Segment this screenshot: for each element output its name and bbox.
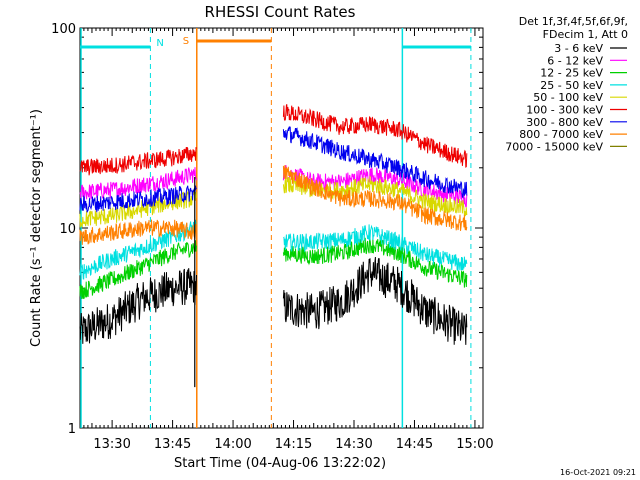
x-tick-label: 15:00 <box>456 437 493 452</box>
legend: Det 1f,3f,4f,5f,6f,9f,FDecim 1, Att 03 -… <box>505 15 628 153</box>
y-tick-label: 1 <box>68 422 76 437</box>
footer-timestamp: 16-Oct-2021 09:21 <box>560 468 636 477</box>
legend-header-line-1: Det 1f,3f,4f,5f,6f,9f, <box>519 15 628 28</box>
x-axis-title: Start Time (04-Aug-06 13:22:02) <box>174 456 386 471</box>
series-line-7-seg1 <box>79 185 197 213</box>
x-tick-label: 14:30 <box>335 437 372 452</box>
x-tick-label: 14:45 <box>396 437 433 452</box>
chart-title: RHESSI Count Rates <box>205 3 356 21</box>
series-line-8-seg2 <box>282 165 468 231</box>
y-tick-label: 100 <box>51 22 76 37</box>
x-tick-label: 13:45 <box>154 437 191 452</box>
legend-entry-label: 7000 - 15000 keV <box>505 140 603 153</box>
x-tick-label: 14:15 <box>275 437 312 452</box>
series-line-2-seg2 <box>282 165 468 208</box>
legend-entry-label: 100 - 300 keV <box>526 104 603 117</box>
legend-entry-label: 800 - 7000 keV <box>519 128 603 141</box>
series-line-6-seg1 <box>79 146 197 176</box>
legend-entry-label: 25 - 50 keV <box>540 79 603 92</box>
legend-entry-label: 3 - 6 keV <box>554 42 603 55</box>
series-line-7-seg2 <box>282 126 468 199</box>
series-line-4-seg2 <box>283 224 468 272</box>
series-line-2-seg1 <box>79 167 197 201</box>
night-marker-label: N <box>156 38 163 49</box>
x-tick-label: 14:00 <box>214 437 251 452</box>
legend-entry-label: 12 - 25 keV <box>540 67 603 80</box>
series-line-6-seg2 <box>282 104 468 168</box>
series-line-1-seg1 <box>79 268 197 344</box>
saa-marker-label: S <box>183 36 189 47</box>
y-tick-label: 10 <box>59 222 76 237</box>
x-tick-label: 13:30 <box>93 437 130 452</box>
series-line-3-seg2 <box>282 237 468 288</box>
y-axis-title: Count Rate (s⁻¹ detector segment⁻¹) <box>29 109 44 347</box>
legend-entry-label: 6 - 12 keV <box>547 54 603 67</box>
legend-entry-label: 300 - 800 keV <box>526 116 603 129</box>
plot-area: 1 10 100 13:30 13:45 14:00 14:15 14:30 14:45 15:0… <box>51 22 493 452</box>
series-line-1-seg2 <box>282 256 468 345</box>
legend-header-line-2: FDecim 1, Att 0 <box>543 28 628 41</box>
series-line-8-seg1 <box>79 219 197 245</box>
series-line-3-seg1 <box>79 240 197 300</box>
legend-entry-label: 50 - 100 keV <box>533 91 603 104</box>
